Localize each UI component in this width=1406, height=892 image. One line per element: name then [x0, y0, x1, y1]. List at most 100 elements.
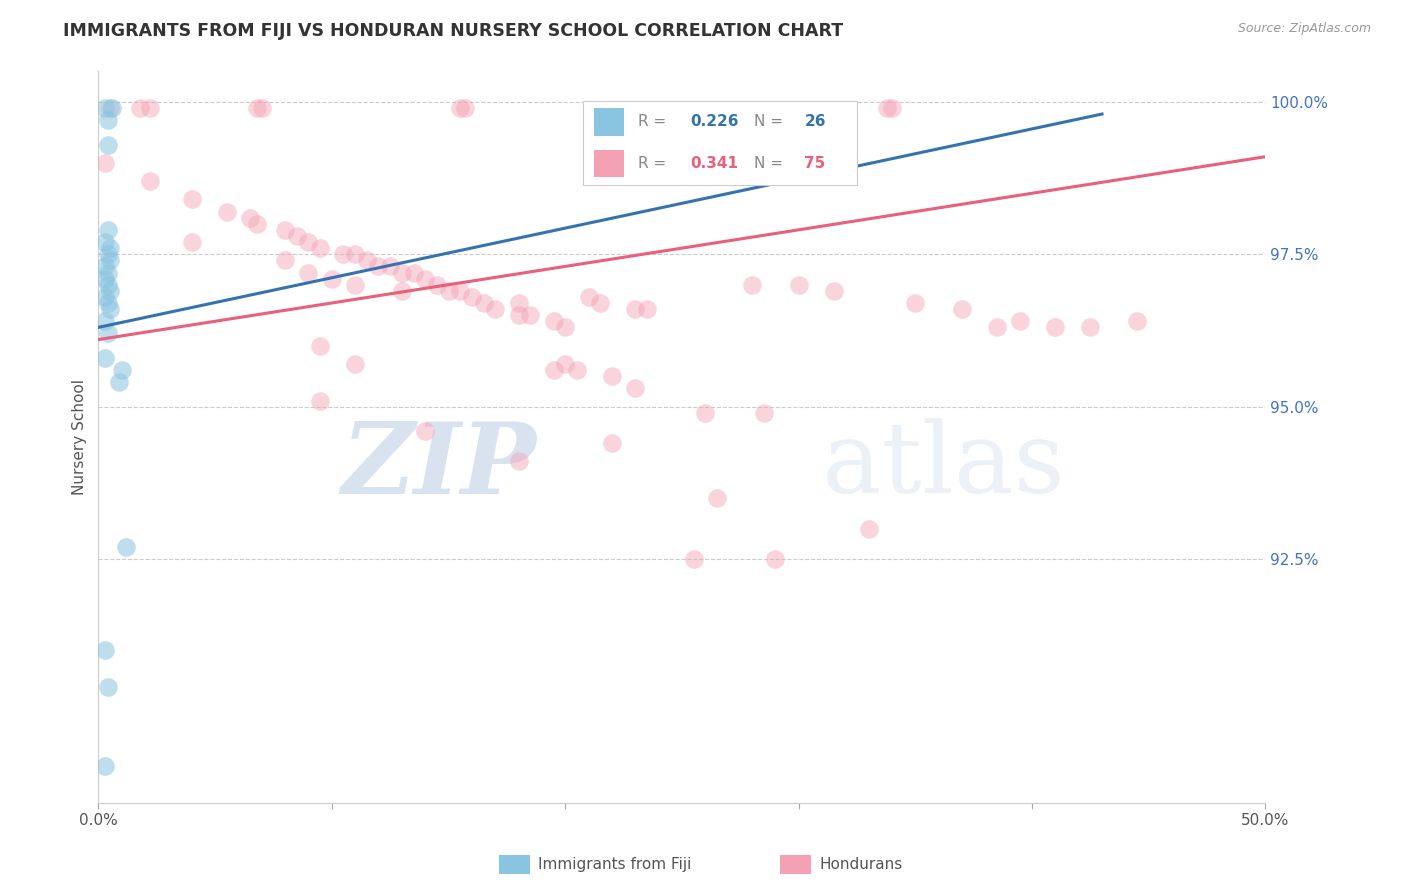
- Text: 0.226: 0.226: [690, 114, 738, 129]
- Point: [695, 406, 717, 420]
- Point: [624, 381, 647, 395]
- Point: [752, 406, 775, 420]
- Point: [1045, 320, 1067, 334]
- Point: [367, 260, 389, 274]
- Point: [321, 271, 343, 285]
- Point: [139, 174, 162, 188]
- Point: [332, 247, 354, 261]
- Point: [101, 101, 124, 115]
- Point: [215, 204, 238, 219]
- Point: [706, 491, 728, 505]
- Point: [97, 113, 120, 128]
- Point: [180, 193, 202, 207]
- Point: [986, 320, 1008, 334]
- Point: [391, 265, 413, 279]
- Y-axis label: Nursery School: Nursery School: [72, 379, 87, 495]
- Point: [1126, 314, 1149, 328]
- Point: [94, 101, 117, 115]
- Point: [543, 314, 565, 328]
- Point: [309, 241, 332, 255]
- Text: N =: N =: [754, 114, 789, 129]
- Point: [97, 296, 120, 310]
- Point: [543, 363, 565, 377]
- Point: [94, 271, 117, 285]
- Point: [454, 101, 477, 115]
- Point: [578, 290, 600, 304]
- Point: [94, 260, 117, 274]
- Point: [94, 155, 117, 169]
- Point: [554, 320, 576, 334]
- Point: [356, 253, 378, 268]
- Point: [94, 314, 117, 328]
- Point: [508, 308, 530, 322]
- Point: [876, 101, 898, 115]
- Point: [461, 290, 484, 304]
- Point: [413, 424, 436, 438]
- Point: [297, 265, 319, 279]
- Point: [115, 540, 138, 554]
- Point: [880, 101, 903, 115]
- Point: [344, 357, 367, 371]
- Point: [787, 277, 810, 292]
- Point: [344, 247, 367, 261]
- Point: [565, 363, 588, 377]
- Point: [250, 101, 273, 115]
- Point: [344, 277, 367, 292]
- Point: [309, 393, 332, 408]
- Point: [741, 277, 763, 292]
- Point: [98, 101, 121, 115]
- FancyBboxPatch shape: [595, 150, 624, 178]
- Point: [636, 301, 658, 316]
- Point: [1010, 314, 1032, 328]
- Point: [391, 284, 413, 298]
- Point: [285, 228, 308, 243]
- Point: [508, 454, 530, 468]
- Point: [94, 643, 117, 657]
- Point: [309, 338, 332, 352]
- Point: [508, 296, 530, 310]
- Point: [378, 260, 402, 274]
- Text: 75: 75: [804, 156, 825, 171]
- Point: [413, 271, 436, 285]
- Point: [437, 284, 460, 298]
- Point: [97, 326, 120, 341]
- Point: [98, 253, 121, 268]
- Point: [904, 296, 927, 310]
- Point: [97, 680, 120, 694]
- Point: [554, 357, 576, 371]
- Text: ZIP: ZIP: [342, 418, 536, 515]
- Point: [449, 101, 471, 115]
- Point: [426, 277, 449, 292]
- Text: R =: R =: [637, 156, 671, 171]
- Point: [519, 308, 541, 322]
- Point: [402, 265, 425, 279]
- Point: [97, 247, 120, 261]
- Point: [97, 137, 120, 152]
- Point: [274, 253, 297, 268]
- Point: [129, 101, 152, 115]
- Point: [97, 277, 120, 292]
- Point: [1080, 320, 1102, 334]
- Point: [246, 217, 269, 231]
- Point: [950, 301, 973, 316]
- Point: [449, 284, 471, 298]
- Point: [600, 369, 623, 384]
- Point: [94, 235, 117, 249]
- Point: [297, 235, 319, 249]
- Point: [682, 552, 704, 566]
- Text: 26: 26: [804, 114, 825, 129]
- Point: [823, 284, 845, 298]
- Point: [98, 284, 121, 298]
- Text: Source: ZipAtlas.com: Source: ZipAtlas.com: [1237, 22, 1371, 36]
- Point: [274, 223, 297, 237]
- Point: [858, 521, 880, 535]
- Text: 0.341: 0.341: [690, 156, 738, 171]
- Point: [97, 265, 120, 279]
- Point: [180, 235, 202, 249]
- Point: [139, 101, 162, 115]
- Point: [472, 296, 495, 310]
- Point: [763, 552, 786, 566]
- Point: [239, 211, 262, 225]
- Text: Immigrants from Fiji: Immigrants from Fiji: [538, 857, 692, 871]
- Text: atlas: atlas: [823, 418, 1064, 514]
